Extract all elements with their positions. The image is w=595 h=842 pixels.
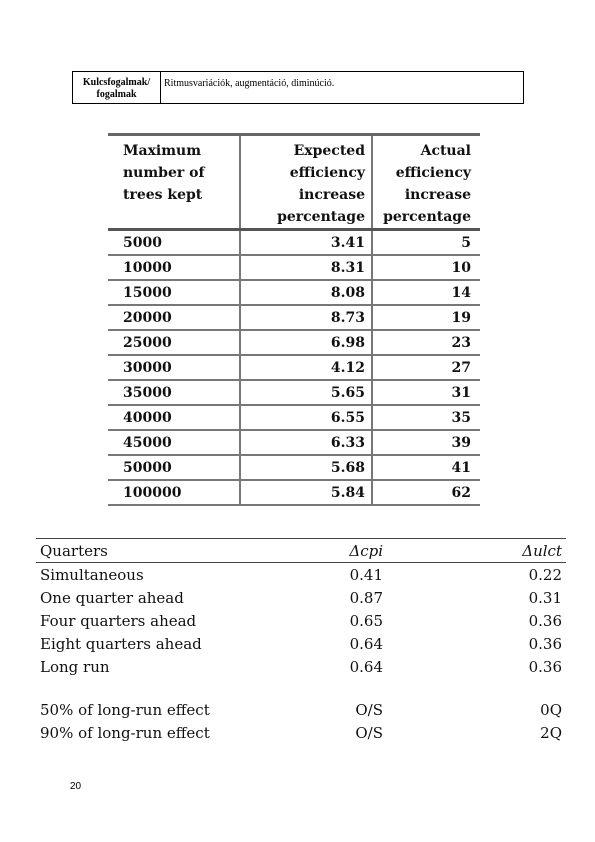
table-row: One quarter ahead 0.87 0.31 [36, 586, 566, 609]
table-row: Four quarters ahead 0.65 0.36 [36, 609, 566, 632]
cell-quarter: Simultaneous [40, 565, 144, 584]
cell-max-trees: 20000 [108, 305, 241, 331]
table-row: 20000 8.73 19 [108, 305, 480, 331]
cell-actual: 5 [372, 229, 480, 256]
page-number: 20 [70, 781, 82, 792]
cell-quarter: Eight quarters ahead [40, 634, 202, 653]
cell-max-trees: 45000 [108, 430, 241, 456]
cell-actual: 14 [372, 280, 480, 306]
cell-cpi: 0.87 [349, 588, 383, 607]
cell-actual: 23 [372, 330, 480, 356]
cell-expected: 6.33 [240, 430, 373, 456]
table-row: 90% of long-run effect O/S 2Q [36, 721, 566, 744]
cell-quarter: Long run [40, 657, 110, 676]
cell-expected: 6.55 [240, 405, 373, 431]
cell-actual: 35 [372, 405, 480, 431]
efficiency-table: Maximum number of trees kept Expected ef… [108, 133, 480, 506]
table-row: Eight quarters ahead 0.64 0.36 [36, 632, 566, 655]
efficiency-header-row: Maximum number of trees kept Expected ef… [108, 133, 480, 231]
cell-ulct: 0.36 [528, 611, 562, 630]
cell-expected: 8.31 [240, 255, 373, 281]
cell-effect-label: 90% of long-run effect [40, 723, 210, 742]
header-actual-efficiency: Actual efficiency increase percentage [372, 133, 480, 231]
cell-max-trees: 25000 [108, 330, 241, 356]
cell-cpi: 0.41 [349, 565, 383, 584]
cell-max-trees: 5000 [108, 229, 241, 256]
cell-quarter: One quarter ahead [40, 588, 184, 607]
cell-cpi: O/S [355, 700, 383, 719]
cell-max-trees: 50000 [108, 455, 241, 481]
table-row: 15000 8.08 14 [108, 280, 480, 306]
cell-expected: 5.84 [240, 480, 373, 506]
table-row: 100000 5.84 62 [108, 480, 480, 506]
header-quarters: Quarters [36, 538, 299, 563]
cell-ulct: 2Q [540, 723, 562, 742]
cell-max-trees: 35000 [108, 380, 241, 406]
cell-expected: 4.12 [240, 355, 373, 381]
cell-actual: 10 [372, 255, 480, 281]
header-delta-ulct: Δulct [387, 538, 566, 563]
cell-cpi: 0.65 [349, 611, 383, 630]
cell-max-trees: 40000 [108, 405, 241, 431]
cell-actual: 19 [372, 305, 480, 331]
cell-max-trees: 100000 [108, 480, 241, 506]
cell-cpi: 0.64 [349, 634, 383, 653]
cell-actual: 62 [372, 480, 480, 506]
table-row: 50000 5.68 41 [108, 455, 480, 481]
table-row: Simultaneous 0.41 0.22 [36, 563, 566, 587]
table-row: 5000 3.41 5 [108, 229, 480, 256]
spacer-row [36, 678, 566, 698]
table-row: 30000 4.12 27 [108, 355, 480, 381]
cell-cpi: 0.64 [349, 657, 383, 676]
header-delta-cpi: Δcpi [299, 538, 387, 563]
cell-actual: 39 [372, 430, 480, 456]
cell-ulct: 0.36 [528, 634, 562, 653]
table-row: 10000 8.31 10 [108, 255, 480, 281]
key-concepts-table: Kulcsfogalmak/ fogalmak Ritmusvariációk,… [72, 71, 524, 104]
cell-expected: 8.08 [240, 280, 373, 306]
cell-expected: 6.98 [240, 330, 373, 356]
quarters-table: Quarters Δcpi Δulct Simultaneous 0.41 0.22… [36, 538, 566, 744]
table-row: Long run 0.64 0.36 [36, 655, 566, 678]
cell-expected: 8.73 [240, 305, 373, 331]
cell-expected: 3.41 [240, 229, 373, 256]
efficiency-table-figure: Maximum number of trees kept Expected ef… [108, 133, 480, 506]
table-row: 50% of long-run effect O/S 0Q [36, 698, 566, 721]
quarters-header-row: Quarters Δcpi Δulct [36, 538, 566, 563]
cell-ulct: 0.36 [528, 657, 562, 676]
cell-actual: 31 [372, 380, 480, 406]
key-concepts-value: Ritmusvariációk, augmentáció, diminúció. [160, 71, 524, 104]
cell-max-trees: 30000 [108, 355, 241, 381]
cell-cpi: O/S [355, 723, 383, 742]
header-expected-efficiency: Expected efficiency increase percentage [240, 133, 373, 231]
cell-expected: 5.68 [240, 455, 373, 481]
cell-effect-label: 50% of long-run effect [40, 700, 210, 719]
cell-ulct: 0Q [540, 700, 562, 719]
table-row: 45000 6.33 39 [108, 430, 480, 456]
table-row: 40000 6.55 35 [108, 405, 480, 431]
cell-actual: 41 [372, 455, 480, 481]
cell-expected: 5.65 [240, 380, 373, 406]
cell-max-trees: 10000 [108, 255, 241, 281]
table-row: 25000 6.98 23 [108, 330, 480, 356]
cell-quarter: Four quarters ahead [40, 611, 197, 630]
header-max-trees: Maximum number of trees kept [108, 133, 241, 231]
cell-ulct: 0.31 [528, 588, 562, 607]
cell-max-trees: 15000 [108, 280, 241, 306]
table-row: 35000 5.65 31 [108, 380, 480, 406]
cell-ulct: 0.22 [528, 565, 562, 584]
cell-actual: 27 [372, 355, 480, 381]
key-concepts-label: Kulcsfogalmak/ fogalmak [72, 71, 161, 104]
